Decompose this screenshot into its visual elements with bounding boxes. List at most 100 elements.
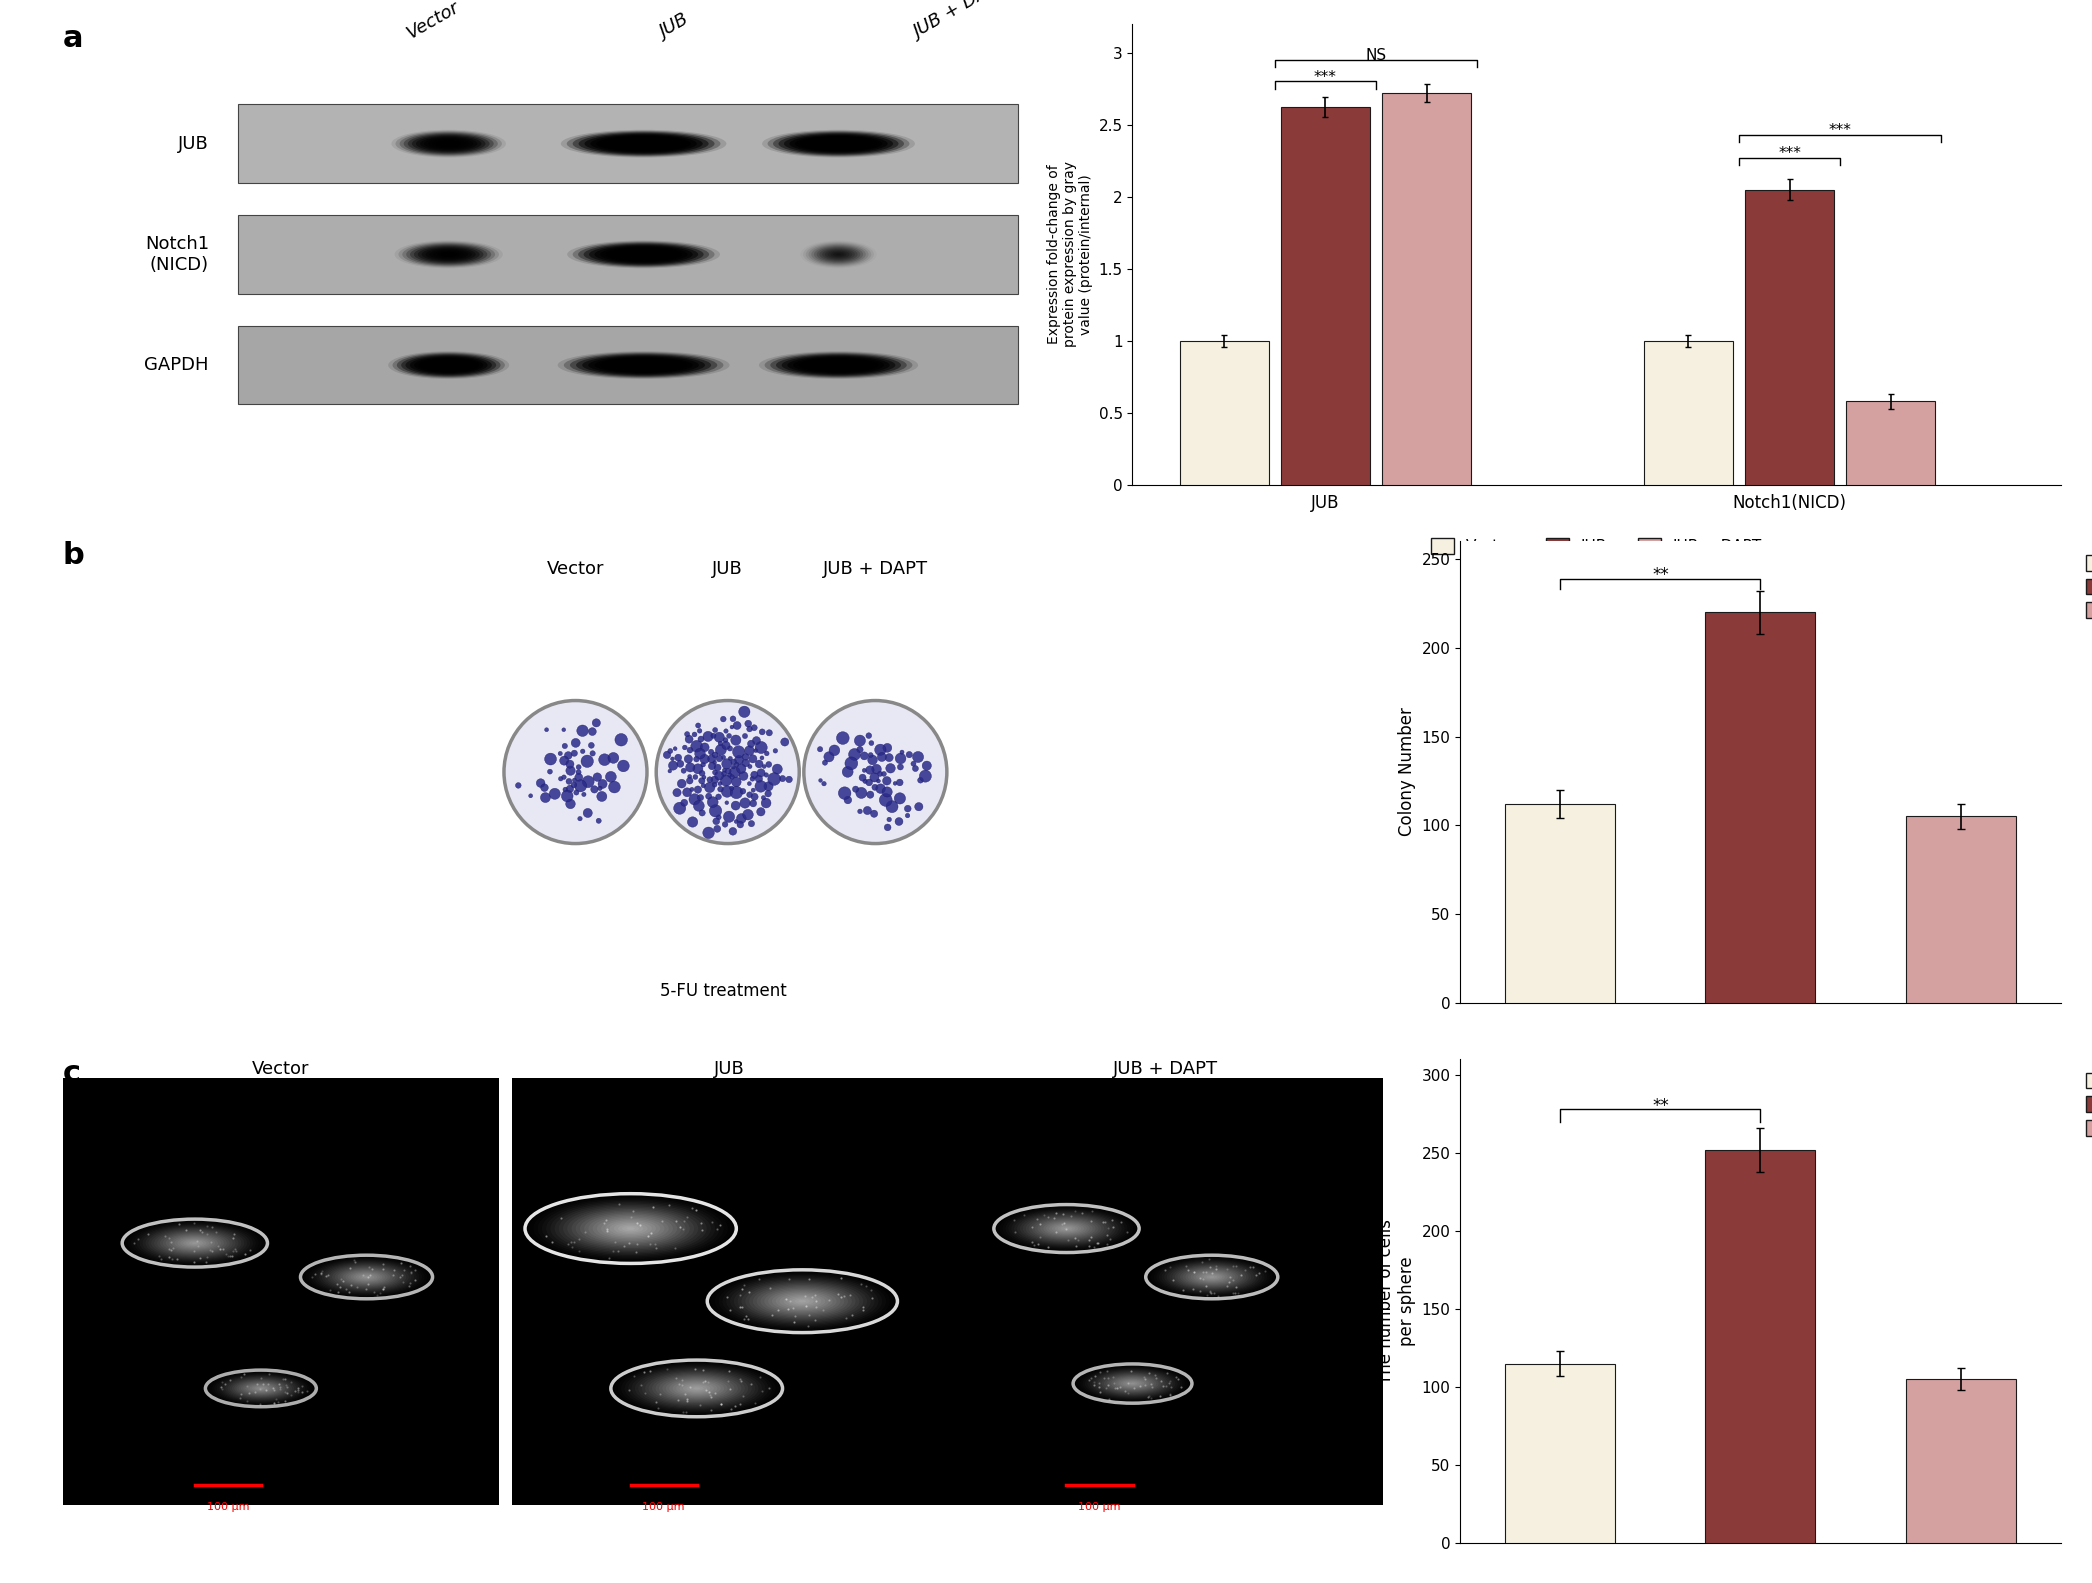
Ellipse shape [192,1243,199,1244]
Circle shape [860,752,868,760]
Ellipse shape [761,130,914,158]
Ellipse shape [446,142,452,144]
Text: JUB: JUB [657,11,692,43]
Circle shape [577,817,582,822]
Ellipse shape [600,1219,661,1238]
Circle shape [561,757,569,765]
Circle shape [575,769,582,774]
Circle shape [768,773,780,785]
FancyBboxPatch shape [513,1078,948,1505]
Ellipse shape [615,139,674,149]
Ellipse shape [613,1224,649,1235]
Circle shape [590,750,596,757]
Ellipse shape [621,1225,640,1232]
Ellipse shape [669,1379,724,1398]
Circle shape [678,760,684,768]
Circle shape [747,765,751,769]
Circle shape [573,790,579,795]
Circle shape [728,773,732,777]
Ellipse shape [812,244,866,264]
Circle shape [720,774,732,787]
Circle shape [877,779,881,784]
Circle shape [866,779,872,785]
Circle shape [738,771,749,780]
Bar [1705,1149,1816,1543]
Circle shape [726,733,732,738]
Legend: Vector, JUB, JUB + DAPT: Vector, JUB, JUB + DAPT [1425,532,1768,560]
Circle shape [822,782,826,785]
Ellipse shape [1052,1224,1082,1233]
Circle shape [588,728,596,736]
Circle shape [728,757,732,761]
Ellipse shape [446,253,452,255]
Circle shape [567,785,573,793]
Text: JUB: JUB [713,560,743,578]
Ellipse shape [437,252,460,258]
Circle shape [870,810,879,817]
Circle shape [713,818,720,825]
Circle shape [707,755,715,763]
Circle shape [571,750,577,757]
Ellipse shape [833,364,845,366]
Circle shape [565,752,571,760]
Circle shape [906,814,910,818]
FancyBboxPatch shape [238,104,1019,184]
Circle shape [755,741,768,754]
Circle shape [877,771,883,777]
Circle shape [722,771,726,776]
Circle shape [565,766,575,776]
Circle shape [912,752,925,763]
Circle shape [755,780,766,792]
Circle shape [682,768,686,774]
Circle shape [759,757,764,760]
Circle shape [749,755,757,763]
Ellipse shape [814,245,864,263]
Ellipse shape [805,138,870,150]
Circle shape [736,814,747,823]
Text: Vector: Vector [404,0,462,43]
Ellipse shape [628,252,659,258]
Circle shape [713,761,718,765]
Circle shape [672,757,674,761]
Ellipse shape [590,244,699,264]
Circle shape [745,746,755,755]
Text: Vector: Vector [251,1059,310,1078]
Ellipse shape [831,252,847,258]
Circle shape [734,820,738,823]
Ellipse shape [799,1300,805,1303]
Circle shape [761,765,766,768]
Circle shape [692,774,699,779]
Bar [1845,402,1935,484]
Circle shape [561,776,567,779]
Ellipse shape [605,247,682,261]
Circle shape [575,774,584,782]
Text: ***: *** [1828,123,1851,138]
Circle shape [854,735,866,746]
Circle shape [713,769,718,776]
Circle shape [701,742,709,752]
Circle shape [872,784,879,790]
Circle shape [860,774,866,780]
Circle shape [695,749,705,758]
Circle shape [548,769,552,774]
Circle shape [690,787,695,792]
Ellipse shape [820,247,858,261]
Ellipse shape [1123,1380,1142,1387]
Circle shape [540,793,550,803]
Ellipse shape [441,252,456,256]
Circle shape [609,752,619,763]
Circle shape [715,755,722,761]
Ellipse shape [676,1382,718,1395]
Circle shape [703,826,713,839]
Circle shape [699,810,705,817]
Circle shape [692,765,703,774]
Circle shape [764,782,774,792]
Circle shape [751,788,755,792]
Ellipse shape [1192,1271,1230,1284]
Circle shape [567,760,573,768]
Ellipse shape [582,355,705,375]
Circle shape [544,754,556,765]
Ellipse shape [789,135,887,152]
Bar [1745,190,1835,484]
Ellipse shape [764,1289,841,1314]
